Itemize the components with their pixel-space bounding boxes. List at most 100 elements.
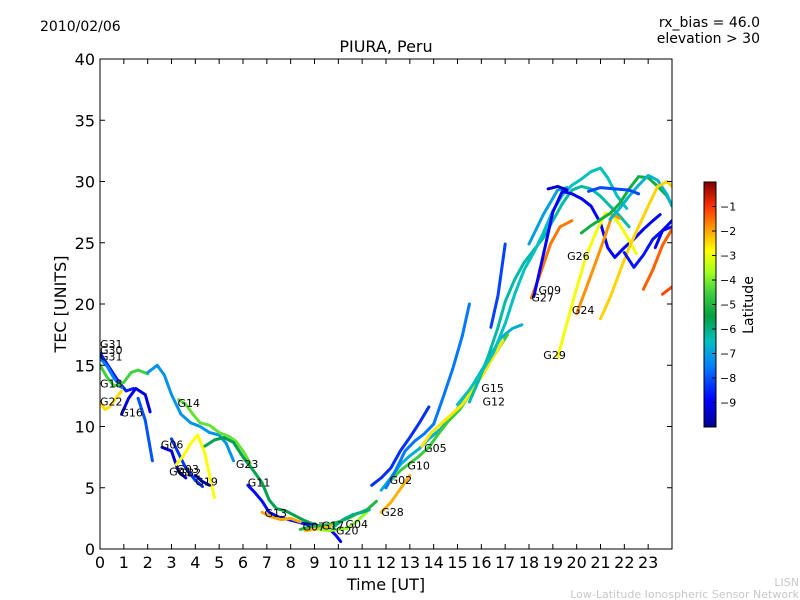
prn-label: G02	[390, 474, 413, 487]
footer-org-short: LISN	[774, 576, 799, 589]
prn-label: G14	[178, 397, 201, 410]
x-tick-label: 21	[590, 553, 610, 572]
series-layer	[100, 166, 672, 544]
colorbar-tick-label: −6	[720, 323, 736, 336]
colorbar-tick-label: −9	[720, 397, 736, 410]
x-tick-label: 12	[376, 553, 396, 572]
series-trace-g16-4	[120, 387, 152, 416]
x-tick-label: 16	[471, 553, 491, 572]
x-tick-label: 9	[309, 553, 319, 572]
x-tick-label: 2	[143, 553, 153, 572]
colorbar-tick-label: −3	[720, 250, 736, 263]
elevation-label: elevation > 30	[657, 31, 760, 47]
series-trace-g22-3	[100, 389, 123, 411]
series-trace-g42-41	[587, 186, 641, 196]
x-tick-label: 5	[214, 553, 224, 572]
prn-label: G31	[100, 350, 123, 363]
series-trace-g34-33	[608, 173, 672, 221]
prn-label: G03	[176, 463, 199, 476]
x-tick-label: 11	[352, 553, 372, 572]
prn-label: G23	[236, 458, 259, 471]
series-trace-g27-27	[489, 242, 507, 329]
prn-label: G24	[572, 304, 595, 317]
x-tick-label: 15	[447, 553, 467, 572]
prn-label: G17	[322, 519, 345, 532]
y-axis-label: TEC [UNITS]	[51, 256, 70, 354]
series-trace-g21-5	[136, 396, 154, 463]
prn-label: G26	[567, 250, 590, 263]
series-trace-g06-8	[160, 445, 188, 480]
x-tick-label: 7	[262, 553, 272, 572]
y-tick-label: 20	[75, 295, 95, 314]
colorbar-label: Latitude	[741, 276, 757, 334]
colorbar-tick-label: −8	[720, 372, 736, 385]
prn-label: G19	[195, 475, 218, 488]
y-tick-label: 30	[75, 173, 95, 192]
y-tick-label: 5	[85, 479, 95, 498]
rx-bias-label: rx_bias = 46.0	[659, 15, 760, 31]
colorbar-tick-label: −1	[720, 201, 736, 214]
prn-label: G01	[169, 466, 192, 479]
prn-label: G10	[407, 459, 430, 472]
prn-label: G18	[100, 377, 123, 390]
series-trace-g05-22	[420, 339, 505, 448]
x-tick-label: 6	[238, 553, 248, 572]
y-tick-label: 35	[75, 111, 95, 130]
x-tick-label: 23	[638, 553, 658, 572]
series-trace-g08-30	[556, 211, 638, 360]
x-tick-label: 20	[566, 553, 586, 572]
x-tick-label: 18	[519, 553, 539, 572]
series-trace-g18-2	[100, 363, 150, 388]
prn-label: G13	[265, 507, 288, 520]
series-trace-g19-11	[193, 474, 212, 487]
colorbar-ticks: −1 −2 −3 −4 −5 −6 −7 −8 −9	[712, 201, 736, 410]
series-trace-g38-37	[661, 285, 672, 296]
x-tick-label: 8	[286, 553, 296, 572]
y-tick-label: 15	[75, 356, 95, 375]
series-trace-g35-34	[599, 180, 672, 321]
colorbar-tick-label: −7	[720, 348, 736, 361]
x-tick-label: 10	[328, 553, 348, 572]
series-trace-g32-10	[174, 433, 216, 500]
series-trace-g09-26	[456, 166, 629, 406]
prn-label: G09	[539, 284, 562, 297]
prn-label: G04	[346, 518, 369, 531]
y-tick-label: 25	[75, 234, 95, 253]
x-tick-label: 17	[495, 553, 515, 572]
series-trace-g20-17	[317, 510, 369, 533]
x-tick-label: 22	[614, 553, 634, 572]
series-trace-g04-18	[332, 508, 371, 529]
x-tick-label: 0	[95, 553, 105, 572]
colorbar-tick-label: −2	[720, 225, 736, 238]
plot-area	[100, 59, 672, 549]
prn-label: G16	[120, 407, 143, 420]
x-tick-label: 19	[543, 553, 563, 572]
series-trace-g41-40	[546, 184, 569, 192]
prn-label: G06	[161, 439, 184, 452]
y-axis: 0 5 10 15 20 25 30 35 40	[75, 50, 672, 559]
series-trace-g15-23	[370, 405, 431, 487]
series-trace-g01-9	[170, 437, 204, 488]
chart-title: PIURA, Peru	[339, 37, 432, 56]
x-tick-label: 13	[400, 553, 420, 572]
x-axis-label: Time [UT]	[346, 575, 425, 594]
prn-label: G29	[543, 349, 566, 362]
prn-label: G12	[483, 396, 506, 409]
y-tick-label: 40	[75, 50, 95, 69]
prn-label: G22	[100, 396, 123, 409]
x-tick-label: 1	[119, 553, 129, 572]
y-tick-label: 10	[75, 418, 95, 437]
prn-label: G11	[248, 477, 271, 490]
series-trace-g37-36	[641, 227, 672, 291]
y-tick-label: 0	[85, 540, 95, 559]
x-tick-label: 3	[166, 553, 176, 572]
prn-label: G27	[531, 292, 554, 305]
date-label: 2010/02/06	[40, 19, 121, 35]
series-trace-g13-14	[260, 510, 302, 524]
series-trace-g14-7	[177, 398, 252, 465]
prn-label: G28	[381, 506, 404, 519]
colorbar-tick-label: −4	[720, 274, 736, 287]
footer-org-full: Low-Latitude Ionospheric Sensor Network	[570, 588, 799, 600]
prn-label: G31	[100, 338, 123, 351]
